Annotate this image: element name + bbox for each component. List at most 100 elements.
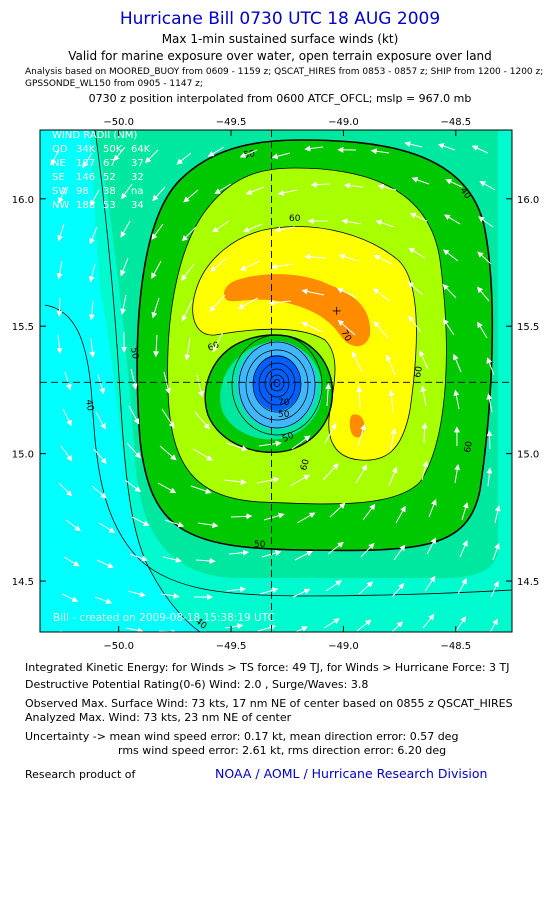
wind-vector-arrow [377,184,397,191]
wind-vector-arrow [56,297,63,317]
wind-vector-arrow [385,354,396,376]
wind-vector-arrow [183,189,199,203]
wind-vector-arrow [372,288,391,302]
wind-vector-arrow [96,559,114,569]
wind-vector-arrow [304,253,327,260]
wind-vector-arrow [184,337,191,361]
wind-vector-arrow [50,149,60,166]
wind-vector-arrow [258,440,282,447]
contour-60 [167,167,447,505]
wind-vector-arrow [120,220,131,238]
wind-vector-arrow [181,226,197,242]
wind-vector-arrow [388,466,398,487]
wind-vector-arrow [164,519,185,528]
wind-vector-arrow [151,260,162,280]
wind-vector-arrow [197,522,219,529]
wind-radii-cell: 38 [103,186,116,197]
x-tick-label-bottom: −49.5 [216,641,247,652]
wind-vector-arrow [256,476,280,484]
wind-vector-arrow [296,512,316,524]
chart-subtitle: Max 1-min sustained surface winds (kt) [161,32,399,46]
contour-40 [44,304,512,597]
wind-vector-arrow [420,385,427,407]
wind-vector-arrow [159,445,177,461]
contour-70 [192,226,417,461]
y-tick-label-left: 14.5 [12,577,34,588]
wind-vector-arrow [239,149,258,158]
wind-vector-arrow [274,226,296,233]
wind-vector-arrow [88,300,95,321]
wind-vector-arrow [388,389,395,413]
wind-vector-arrow [490,580,499,598]
wind-vector-arrow [89,226,98,245]
wind-vector-arrow [207,146,225,157]
wind-vector-arrow [91,485,107,499]
contour-label: 60 [463,440,475,453]
wind-vector-arrow [151,223,164,240]
wind-vector-arrow [131,516,150,526]
wind-vector-arrow [409,212,428,222]
wind-vector-arrow [228,549,249,556]
wind-vector-arrow [259,587,279,595]
wind-vector-arrow [486,357,495,376]
analyzed-max-stat: Analyzed Max. Wind: 73 kts, 23 nm NE of … [25,711,292,724]
wind-vector-arrow [125,627,144,632]
wind-vector-arrow [370,148,390,155]
wind-vector-arrow [360,542,375,558]
wind-vector-arrow [428,498,437,518]
wind-vector-arrow [224,623,244,630]
wind-vector-arrow [301,321,323,333]
wind-radii-cell: na [131,186,143,197]
wind-vector-arrow [93,448,107,465]
chart-credit: Bill - created on 2009-08-18 15:38:19 UT… [53,612,275,624]
wind-vector-arrow [65,519,81,532]
wind-radii-header-cell: 34K [76,144,96,155]
wind-vector-arrow [322,463,339,481]
wind-vector-arrow [337,319,356,336]
x-tick-label-bottom: −50.0 [103,641,134,652]
wind-vector-arrow [329,502,346,518]
wind-vector-arrow [242,223,263,233]
wind-vector-arrow [343,182,364,189]
wind-vector-arrow [130,368,138,390]
wind-vector-arrow [196,374,204,398]
wind-vector-arrow [120,257,129,277]
wind-vector-arrow [289,474,311,487]
wind-vector-arrow [271,152,291,160]
wind-vector-arrow [57,223,65,242]
wind-vector-arrow [153,334,160,358]
max-wind-marker [332,306,341,315]
x-tick-label-top: −50.0 [103,117,134,128]
contour-50 [136,139,494,552]
chart-title: Hurricane Bill 0730 UTC 18 AUG 2009 [119,9,441,29]
wind-vector-arrow [421,422,428,444]
wind-vector-arrow [324,422,337,444]
wind-vector-arrow [476,286,490,302]
wind-vector-arrow [230,513,253,520]
wind-vector-arrow [358,581,374,595]
wind-radii-table: WIND RADII (NM) QD 34K 50K 64K NE 187 67 37 SE 14… [52,130,151,211]
wind-vector-arrow [151,297,160,319]
chart-subtitle-exposure: Valid for marine exposure over water, op… [68,49,492,63]
wind-vector-arrow [223,478,247,485]
wind-vector-arrow [98,522,116,533]
wind-vector-arrow [204,630,211,632]
y-tick-label-left: 15.0 [12,450,34,461]
wind-vector-arrow [294,550,313,561]
wind-vector-arrow [62,408,72,427]
wind-vector-arrow [442,249,459,262]
wind-vector-arrow [457,578,467,595]
wind-vector-arrow [95,411,106,430]
wind-vector-arrow [237,297,259,309]
wind-vector-arrow [492,542,500,561]
wind-vector-arrow [194,411,210,430]
fill-80-plus-a [223,274,371,347]
wind-vector-arrow [408,315,422,333]
contour-label: 50 [254,540,266,550]
contour-lines [44,130,512,632]
wind-vector-arrow [124,479,142,493]
wind-vector-arrow [56,260,63,280]
y-tick-label-left: 15.5 [12,322,34,333]
wind-vector-arrow [373,254,393,265]
noaa-link[interactable]: NOAA / AOML / Hurricane Research Divisio… [215,766,488,781]
